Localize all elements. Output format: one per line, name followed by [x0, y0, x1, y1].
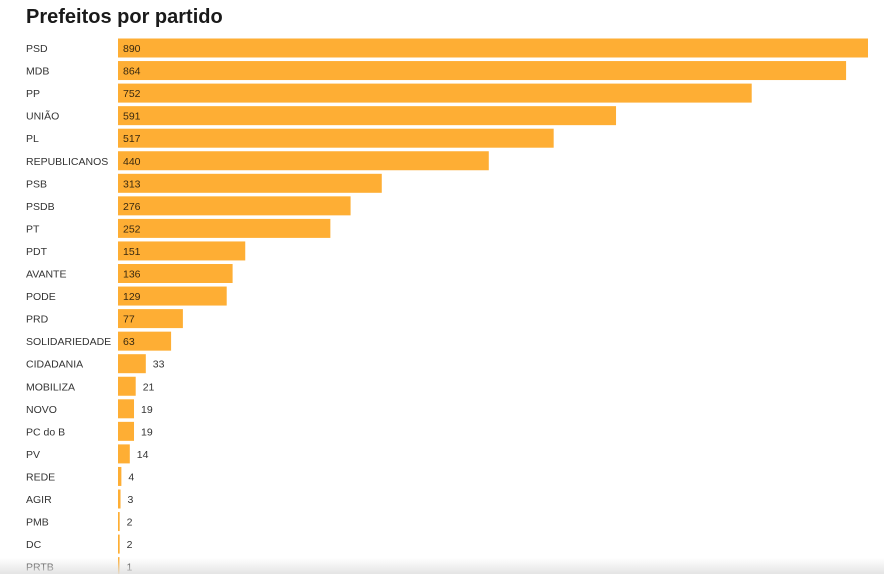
value-label: 1: [127, 562, 133, 574]
bar-row: PSDB 276: [26, 196, 351, 216]
category-label: PV: [26, 449, 40, 461]
bar-row: SOLIDARIEDADE 63: [26, 331, 172, 351]
category-label: UNIÃO: [26, 110, 59, 123]
bar: [118, 557, 120, 574]
value-label: 136: [123, 269, 141, 281]
bar: [118, 466, 122, 486]
value-label: 276: [123, 201, 141, 213]
category-label: PSB: [26, 178, 47, 190]
category-label: REPUBLICANOS: [26, 156, 108, 168]
value-label: 2: [127, 539, 133, 551]
bar: [118, 354, 146, 374]
value-label: 591: [123, 111, 141, 123]
category-label: PSD: [26, 43, 48, 55]
value-label: 21: [143, 381, 155, 393]
category-label: PDT: [26, 246, 48, 258]
bar-row: REPUBLICANOS 440: [26, 151, 489, 171]
category-label: AVANTE: [26, 269, 66, 281]
bar: [118, 218, 331, 238]
bar: [118, 83, 752, 103]
category-label: AGIR: [26, 494, 52, 506]
bar-row: AGIR 3: [26, 489, 134, 509]
bar-row: UNIÃO 591: [26, 106, 617, 126]
bar-row: REDE 4: [26, 466, 134, 486]
bar: [118, 61, 847, 81]
bar-row: PSB 313: [26, 173, 382, 193]
value-label: 252: [123, 223, 141, 235]
bar: [118, 196, 351, 216]
value-label: 14: [137, 449, 149, 461]
value-label: 19: [141, 404, 153, 416]
category-label: MOBILIZA: [26, 381, 75, 393]
value-label: 129: [123, 291, 141, 303]
bar: [118, 489, 121, 509]
bar: [118, 444, 130, 464]
bar: [118, 331, 172, 351]
bar-row: PDT 151: [26, 241, 246, 261]
bar-row: PC do B 19: [26, 421, 153, 441]
bar: [118, 512, 120, 532]
bar: [118, 151, 489, 171]
bar: [118, 534, 120, 554]
value-label: 864: [123, 66, 141, 78]
bar-row: PMB 2: [26, 512, 133, 532]
value-label: 3: [128, 494, 134, 506]
value-label: 77: [123, 314, 135, 326]
category-label: CIDADANIA: [26, 359, 83, 371]
value-label: 4: [128, 471, 134, 483]
bar-row: PV 14: [26, 444, 149, 464]
category-label: REDE: [26, 471, 55, 483]
bar-row: DC 2: [26, 534, 133, 554]
category-label: MDB: [26, 66, 49, 78]
bar-row: MDB 864: [26, 61, 847, 81]
value-label: 19: [141, 426, 153, 438]
bar-row: PT 252: [26, 218, 331, 238]
value-label: 63: [123, 336, 135, 348]
bar: [118, 376, 136, 396]
category-label: PODE: [26, 291, 56, 303]
chart-title: Prefeitos por partido: [26, 6, 223, 28]
bar: [118, 128, 554, 148]
value-label: 151: [123, 246, 141, 258]
value-label: 33: [153, 359, 165, 371]
bar-row: PODE 129: [26, 286, 227, 306]
bar: [118, 38, 868, 58]
category-label: PMB: [26, 517, 49, 529]
bars-layer: PSD 890 MDB 864 PP 752 UNIÃO 591 PL 517 REPUBLICAN…: [26, 38, 868, 574]
bar: [118, 264, 233, 283]
category-label: PL: [26, 133, 39, 145]
bar-row: CIDADANIA 33: [26, 354, 165, 374]
value-label: 440: [123, 156, 141, 168]
value-label: 2: [127, 517, 133, 529]
bar: [118, 106, 617, 126]
category-label: SOLIDARIEDADE: [26, 336, 111, 348]
bar-row: MOBILIZA 21: [26, 376, 155, 396]
bar: [118, 241, 246, 261]
category-label: PSDB: [26, 201, 55, 213]
bar-row: PL 517: [26, 128, 554, 148]
bar: [118, 421, 135, 441]
category-label: PT: [26, 223, 40, 235]
bar-row: PSD 890: [26, 38, 868, 58]
category-label: PRTB: [26, 562, 54, 574]
value-label: 517: [123, 133, 141, 145]
bar: [118, 399, 135, 419]
bar: [118, 309, 183, 329]
value-label: 890: [123, 43, 141, 55]
category-label: NOVO: [26, 404, 57, 416]
bar-row: PRTB 1: [26, 557, 133, 574]
category-label: PC do B: [26, 426, 65, 438]
bar: [118, 173, 382, 193]
bar-row: AVANTE 136: [26, 264, 233, 283]
value-label: 752: [123, 88, 141, 100]
bar-row: PP 752: [26, 83, 752, 103]
bar-row: NOVO 19: [26, 399, 153, 419]
category-label: PRD: [26, 314, 49, 326]
value-label: 313: [123, 178, 141, 190]
bar-row: PRD 77: [26, 309, 183, 329]
category-label: DC: [26, 539, 42, 551]
category-label: PP: [26, 88, 40, 100]
bar: [118, 286, 227, 306]
